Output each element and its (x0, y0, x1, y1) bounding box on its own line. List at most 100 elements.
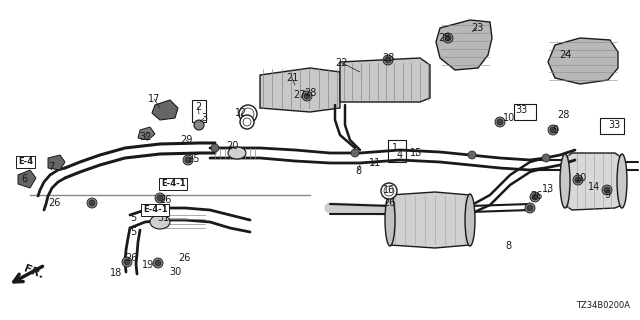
Circle shape (385, 57, 391, 63)
Circle shape (542, 154, 550, 162)
Polygon shape (436, 20, 492, 70)
Ellipse shape (560, 154, 570, 208)
Circle shape (304, 93, 310, 99)
Bar (192, 100, 206, 122)
Polygon shape (48, 155, 65, 170)
Circle shape (527, 205, 533, 211)
Bar (388, 140, 406, 162)
Text: 28: 28 (438, 33, 450, 43)
Text: 25: 25 (188, 154, 200, 164)
Circle shape (155, 260, 161, 266)
Bar (514, 104, 536, 120)
Circle shape (302, 91, 312, 101)
Text: 8: 8 (355, 166, 361, 176)
Circle shape (155, 193, 165, 203)
Circle shape (497, 119, 503, 125)
Circle shape (351, 149, 359, 157)
Text: 30: 30 (169, 267, 181, 277)
Circle shape (122, 257, 132, 267)
Text: TZ34B0200A: TZ34B0200A (576, 301, 630, 310)
Circle shape (468, 151, 476, 159)
Text: 1: 1 (392, 143, 398, 153)
Text: E-4: E-4 (18, 157, 33, 166)
Text: 32: 32 (139, 132, 151, 142)
Text: 18: 18 (110, 268, 122, 278)
Text: 2: 2 (195, 102, 201, 112)
Circle shape (575, 177, 581, 183)
Text: 21: 21 (286, 73, 298, 83)
Text: 7: 7 (48, 162, 54, 172)
Circle shape (243, 118, 251, 126)
Text: 28: 28 (304, 88, 316, 98)
Text: 23: 23 (471, 23, 483, 33)
Text: 9: 9 (552, 125, 558, 135)
Text: 20: 20 (226, 141, 238, 151)
Ellipse shape (465, 194, 475, 246)
Ellipse shape (385, 194, 395, 246)
Circle shape (239, 105, 257, 123)
Text: FR.: FR. (22, 264, 45, 280)
Text: 12: 12 (235, 108, 247, 118)
Text: E-4-1: E-4-1 (143, 205, 168, 214)
Text: 8: 8 (505, 241, 511, 251)
Text: 17: 17 (148, 94, 160, 104)
Text: 6: 6 (21, 174, 27, 184)
Text: 26: 26 (178, 253, 190, 263)
Text: 26: 26 (159, 195, 171, 205)
Text: 14: 14 (588, 182, 600, 192)
Text: 15: 15 (410, 148, 422, 158)
Text: 4: 4 (397, 150, 403, 160)
Bar (600, 118, 624, 134)
Circle shape (383, 55, 393, 65)
Text: 11: 11 (369, 158, 381, 168)
Polygon shape (390, 192, 470, 248)
Circle shape (185, 157, 191, 163)
Text: 31: 31 (157, 213, 169, 223)
Circle shape (89, 200, 95, 206)
Polygon shape (138, 127, 155, 140)
Polygon shape (548, 38, 618, 84)
Text: 10: 10 (575, 173, 587, 183)
Text: 28: 28 (382, 53, 394, 63)
Circle shape (548, 125, 558, 135)
Text: 26: 26 (383, 198, 395, 208)
Text: 29: 29 (180, 135, 192, 145)
Circle shape (573, 175, 583, 185)
Text: 22: 22 (336, 58, 348, 68)
Circle shape (157, 195, 163, 201)
Circle shape (194, 120, 204, 130)
Text: 19: 19 (142, 260, 154, 270)
Text: 27: 27 (292, 90, 305, 100)
Polygon shape (260, 68, 340, 112)
Circle shape (604, 187, 610, 193)
Text: 3: 3 (201, 113, 207, 123)
Text: 9: 9 (604, 190, 610, 200)
Circle shape (443, 33, 453, 43)
Text: 26: 26 (125, 253, 137, 263)
Text: 26: 26 (48, 198, 60, 208)
Text: 5: 5 (130, 227, 136, 237)
Ellipse shape (150, 215, 170, 229)
Polygon shape (152, 100, 178, 120)
Circle shape (87, 198, 97, 208)
Circle shape (183, 155, 193, 165)
Circle shape (530, 192, 540, 202)
Circle shape (532, 194, 538, 200)
Polygon shape (340, 58, 430, 102)
Text: 10: 10 (503, 113, 515, 123)
Text: 26: 26 (530, 191, 542, 201)
Circle shape (525, 203, 535, 213)
Text: 24: 24 (559, 50, 571, 60)
Circle shape (242, 108, 254, 120)
Circle shape (124, 259, 130, 265)
Text: E-4-1: E-4-1 (161, 180, 186, 188)
Text: 28: 28 (557, 110, 569, 120)
Circle shape (495, 117, 505, 127)
Circle shape (381, 183, 397, 199)
Text: 16: 16 (383, 185, 395, 195)
Circle shape (602, 185, 612, 195)
Circle shape (153, 258, 163, 268)
Text: 13: 13 (542, 184, 554, 194)
Circle shape (550, 127, 556, 133)
Circle shape (211, 144, 219, 152)
